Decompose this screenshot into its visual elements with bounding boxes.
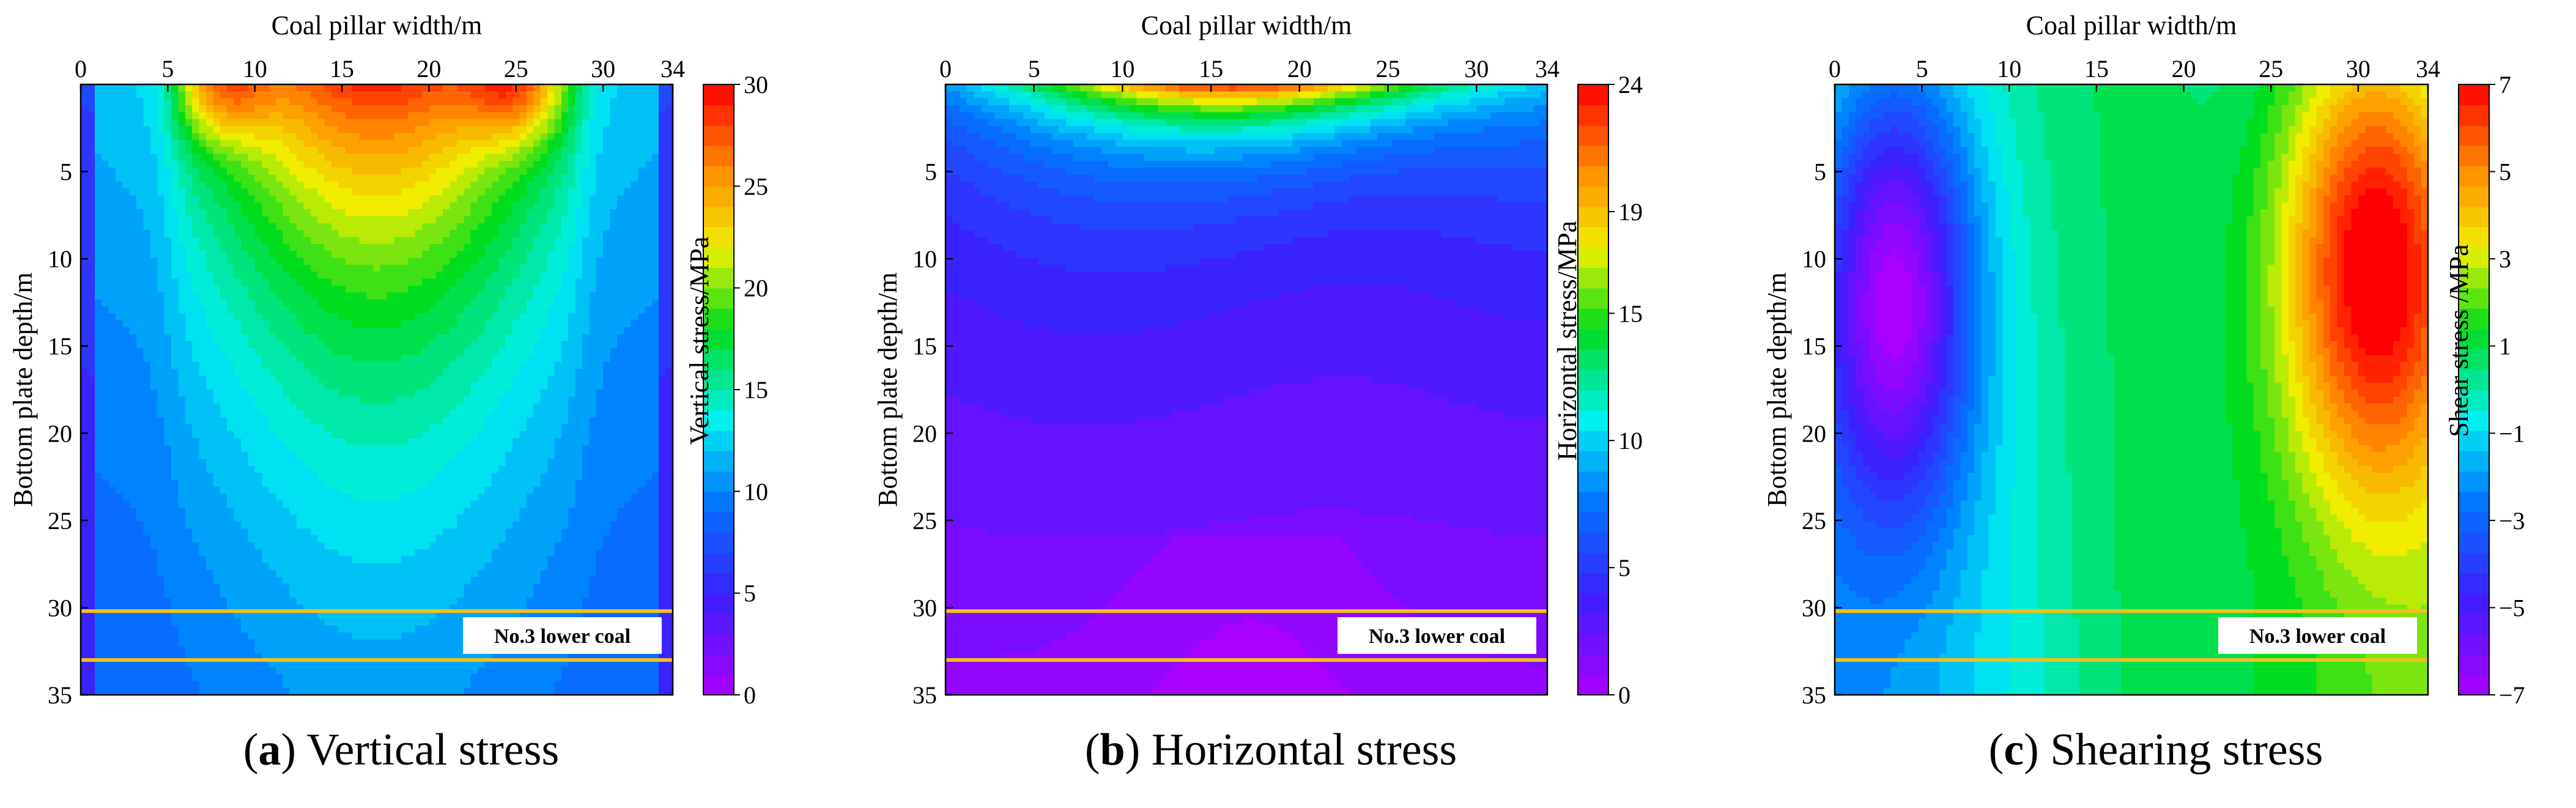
- y-tick-label: 25: [1802, 507, 1826, 535]
- colorbar-tick-label: 10: [744, 478, 768, 505]
- contour-field: [1835, 84, 2429, 695]
- x-axis-title: Coal pillar width/m: [272, 10, 483, 40]
- x-tick-label: 5: [1916, 55, 1928, 83]
- y-tick-label: 20: [48, 420, 72, 447]
- colorbar-tick-label: 15: [1618, 300, 1643, 327]
- colorbar-title: Horizontal stress/MPa: [1552, 221, 1582, 461]
- colorbar-tick-label: 0: [1618, 681, 1630, 709]
- x-tick-label: 15: [2084, 55, 2109, 83]
- x-tick-label: 25: [2259, 55, 2283, 83]
- y-tick-label: 5: [925, 158, 937, 186]
- x-tick-label: 0: [939, 55, 952, 83]
- panel-a: No.3 lower coal 0 5 10 15 20 25 30 34 Coal pillar…: [8, 10, 768, 775]
- x-tick-label: 5: [1028, 55, 1040, 83]
- colorbar-tick-label: 5: [1618, 554, 1630, 582]
- y-tick-label: 20: [912, 420, 937, 447]
- x-tick-label: 20: [1287, 55, 1312, 83]
- y-tick-label: 10: [912, 245, 937, 273]
- y-tick-label: 20: [1802, 420, 1826, 447]
- panel-caption: (a) Vertical stress: [243, 725, 560, 775]
- y-tick-label: 10: [1802, 245, 1826, 273]
- y-tick-label: 10: [48, 245, 72, 273]
- x-tick-label: 30: [591, 55, 615, 83]
- y-axis-title: Bottom plate depth/m: [873, 272, 903, 507]
- colorbar-tick-label: 0: [744, 681, 756, 709]
- y-axis-title: Bottom plate depth/m: [1762, 272, 1792, 507]
- y-axis-title: Bottom plate depth/m: [8, 272, 38, 507]
- y-tick-label: 35: [48, 681, 72, 709]
- colorbar-tick-label: 5: [2499, 158, 2511, 186]
- x-axis-title: Coal pillar width/m: [2026, 10, 2237, 40]
- coal-seam-label: No.3 lower coal: [2249, 625, 2386, 648]
- colorbar: [1578, 84, 1608, 695]
- contour-field: [81, 84, 673, 695]
- colorbar-tick-label: 15: [744, 376, 768, 404]
- colorbar-tick-label: 30: [744, 71, 768, 98]
- x-tick-label: 34: [1535, 55, 1560, 83]
- y-tick-label: 35: [912, 681, 937, 709]
- x-tick-label: 10: [1997, 55, 2021, 83]
- stress-figure: No.3 lower coal0 5 10 15 20 25 30 34Coal pillar…: [0, 0, 2576, 808]
- x-tick-label: 20: [416, 55, 441, 83]
- y-tick-label: 30: [48, 594, 72, 621]
- colorbar-tick-label: 20: [744, 275, 768, 302]
- y-tick-label: 15: [1802, 333, 1826, 360]
- colorbar-tick-label: 3: [2499, 245, 2511, 273]
- x-tick-label: 10: [1110, 55, 1134, 83]
- y-tick-label: 30: [912, 594, 937, 621]
- coal-seam-label: No.3 lower coal: [1369, 625, 1505, 648]
- colorbar-tick-label: 10: [1618, 427, 1643, 454]
- y-tick-label: 25: [48, 507, 72, 535]
- y-tick-label: 15: [48, 333, 72, 360]
- colorbar-tick-label: −7: [2499, 681, 2525, 709]
- colorbar-tick-label: 24: [1618, 71, 1643, 98]
- x-tick-label: 25: [1376, 55, 1401, 83]
- x-tick-label: 20: [2172, 55, 2196, 83]
- x-tick-label: 34: [2416, 55, 2440, 83]
- x-axis-title: Coal pillar width/m: [1141, 10, 1352, 40]
- panel-b: No.3 lower coal 0 5 10 15 20 25 30 34 Coal pillar…: [873, 10, 1643, 775]
- y-tick-label: 5: [60, 158, 72, 186]
- colorbar-tick-label: −1: [2499, 420, 2525, 447]
- colorbar-title: Shear stress /MPa: [2444, 244, 2474, 437]
- colorbar-tick-label: −3: [2499, 507, 2525, 535]
- panel-caption: (b) Horizontal stress: [1085, 725, 1457, 775]
- x-tick-label: 0: [1829, 55, 1841, 83]
- x-tick-label: 15: [1199, 55, 1223, 83]
- colorbar-tick-label: 7: [2499, 71, 2511, 98]
- panel-caption: (c) Shearing stress: [1989, 725, 2323, 775]
- colorbar-tick-label: 25: [744, 172, 768, 200]
- x-tick-label: 25: [504, 55, 528, 83]
- y-tick-label: 5: [1814, 158, 1826, 186]
- x-tick-label: 10: [243, 55, 267, 83]
- colorbar-tick-label: −5: [2499, 594, 2525, 621]
- y-tick-label: 25: [912, 507, 937, 535]
- x-tick-label: 0: [75, 55, 87, 83]
- coal-seam-label: No.3 lower coal: [494, 625, 631, 648]
- colorbar-tick-label: 1: [2499, 333, 2511, 360]
- x-tick-label: 5: [161, 55, 174, 83]
- y-tick-label: 15: [912, 333, 937, 360]
- contour-field: [946, 84, 1548, 695]
- x-tick-label: 15: [330, 55, 354, 83]
- x-tick-label: 30: [2346, 55, 2371, 83]
- y-tick-label: 30: [1802, 594, 1826, 621]
- colorbar-tick-label: 5: [744, 580, 756, 607]
- colorbar-tick-label: 19: [1618, 198, 1643, 226]
- x-tick-label: 34: [661, 55, 685, 83]
- colorbar-title: Vertical stress/MPa: [684, 237, 714, 445]
- x-tick-label: 30: [1464, 55, 1489, 83]
- y-tick-label: 35: [1802, 681, 1826, 709]
